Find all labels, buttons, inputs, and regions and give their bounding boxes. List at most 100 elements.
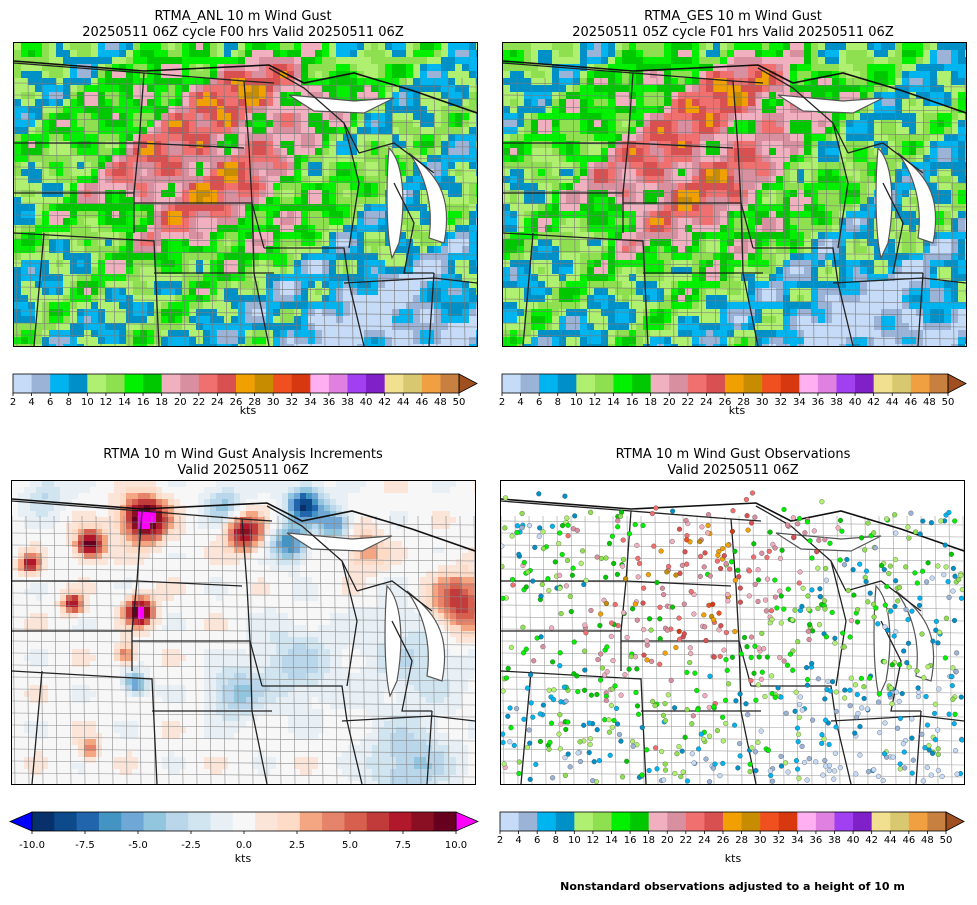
observation-dot [778,620,784,626]
obs-title: RTMA 10 m Wind Gust Observations Valid 2… [498,447,968,479]
observation-dot [532,544,538,550]
observation-dot [707,573,713,579]
colorbar-swatch [873,374,893,393]
colorbar-swatch [648,812,668,831]
colorbar-swatch [347,374,367,393]
observation-dot [851,592,857,598]
observation-dot [951,617,958,624]
observation-dot [684,561,690,567]
observation-dot [651,543,657,549]
observation-dot [641,627,647,633]
colorbar-tick-label: 26 [719,397,732,408]
observation-dot [919,731,925,737]
colorbar-swatch [518,812,538,831]
observation-dot [772,594,778,600]
inc-map [11,480,476,785]
observation-dot [641,652,647,658]
observation-dot [861,684,867,690]
observation-dot [661,592,667,598]
observation-dot [943,615,949,621]
observation-dot [932,701,938,707]
observation-dot [804,519,810,525]
observation-dot [816,537,822,543]
observation-dot [565,533,571,539]
observation-dot [557,663,563,669]
observation-dot [823,565,829,571]
observation-dot [702,550,708,556]
colorbar-tick-label: -2.5 [181,840,201,851]
observation-dot [835,525,841,531]
observation-dot [880,777,886,784]
observation-dot [590,778,596,784]
observation-dot [755,598,761,605]
observation-dot [528,672,534,678]
observation-dot [795,639,801,645]
observation-dot [906,664,912,670]
colorbar-swatch [87,374,107,393]
observation-dot [700,736,707,742]
colorbar-swatch [929,374,949,393]
colorbar-tick-label: 14 [607,397,620,408]
inc-title: RTMA 10 m Wind Gust Analysis Increments … [8,447,478,479]
observation-dot [705,512,712,518]
colorbar-swatch [68,374,88,393]
observation-dot [611,717,617,724]
observation-dot [634,666,640,672]
observation-dot [581,722,587,728]
observation-dot [864,706,870,712]
observation-dot [865,599,871,605]
anl-title-line1: RTMA_ANL 10 m Wind Gust [154,9,332,24]
observation-dot [946,711,952,717]
colorbar-swatch [440,374,460,393]
observation-dot [725,598,731,604]
observation-dot [699,524,705,530]
observation-dot [571,639,577,645]
colorbar-swatch [667,812,687,831]
observation-dot [660,712,667,718]
colorbar-swatch [741,812,761,831]
colorbar-tick-label: 30 [754,835,767,846]
observation-dot [669,538,675,545]
observation-dot [537,525,543,531]
observation-dot [690,713,696,719]
observation-dot [594,727,600,733]
observation-dot [519,525,525,531]
observation-dot [546,588,552,594]
observation-dot [644,747,650,753]
observation-dot [653,505,659,511]
observation-dot [802,530,808,536]
observation-dot [680,769,686,775]
observation-dot [682,734,688,740]
colorbar-tick-label: 6 [47,397,53,408]
observation-dot [649,510,655,517]
observation-dot [916,602,923,608]
observation-dot [619,563,626,569]
observation-dot [588,509,594,515]
observation-dot [884,584,890,590]
observation-dot [785,586,791,592]
observation-dot [523,646,529,652]
ges-title-line1: RTMA_GES 10 m Wind Gust [644,9,822,24]
observation-dot [745,527,751,533]
observation-dot [698,553,704,559]
colorbar-tick-label: 18 [155,397,168,408]
observation-dot [720,546,726,552]
observation-dot [855,607,861,613]
observation-dot [847,703,853,709]
observation-dot [635,574,641,580]
county-grid [501,515,964,784]
colorbar-tick-label: 36 [810,835,823,846]
observation-dot [715,552,721,558]
observation-dot [917,595,923,601]
observation-dot [863,579,869,585]
observation-dot [533,761,539,767]
colorbar-swatch [723,812,742,831]
anl-map-canvas [14,43,477,346]
observation-dot [806,636,812,643]
observation-dot [892,603,898,609]
obs-footnote: Nonstandard observations adjusted to a h… [560,880,905,893]
observation-dot [684,707,690,713]
observation-dot [753,768,759,774]
colorbar-swatch [31,374,51,393]
observation-dot [737,599,743,605]
